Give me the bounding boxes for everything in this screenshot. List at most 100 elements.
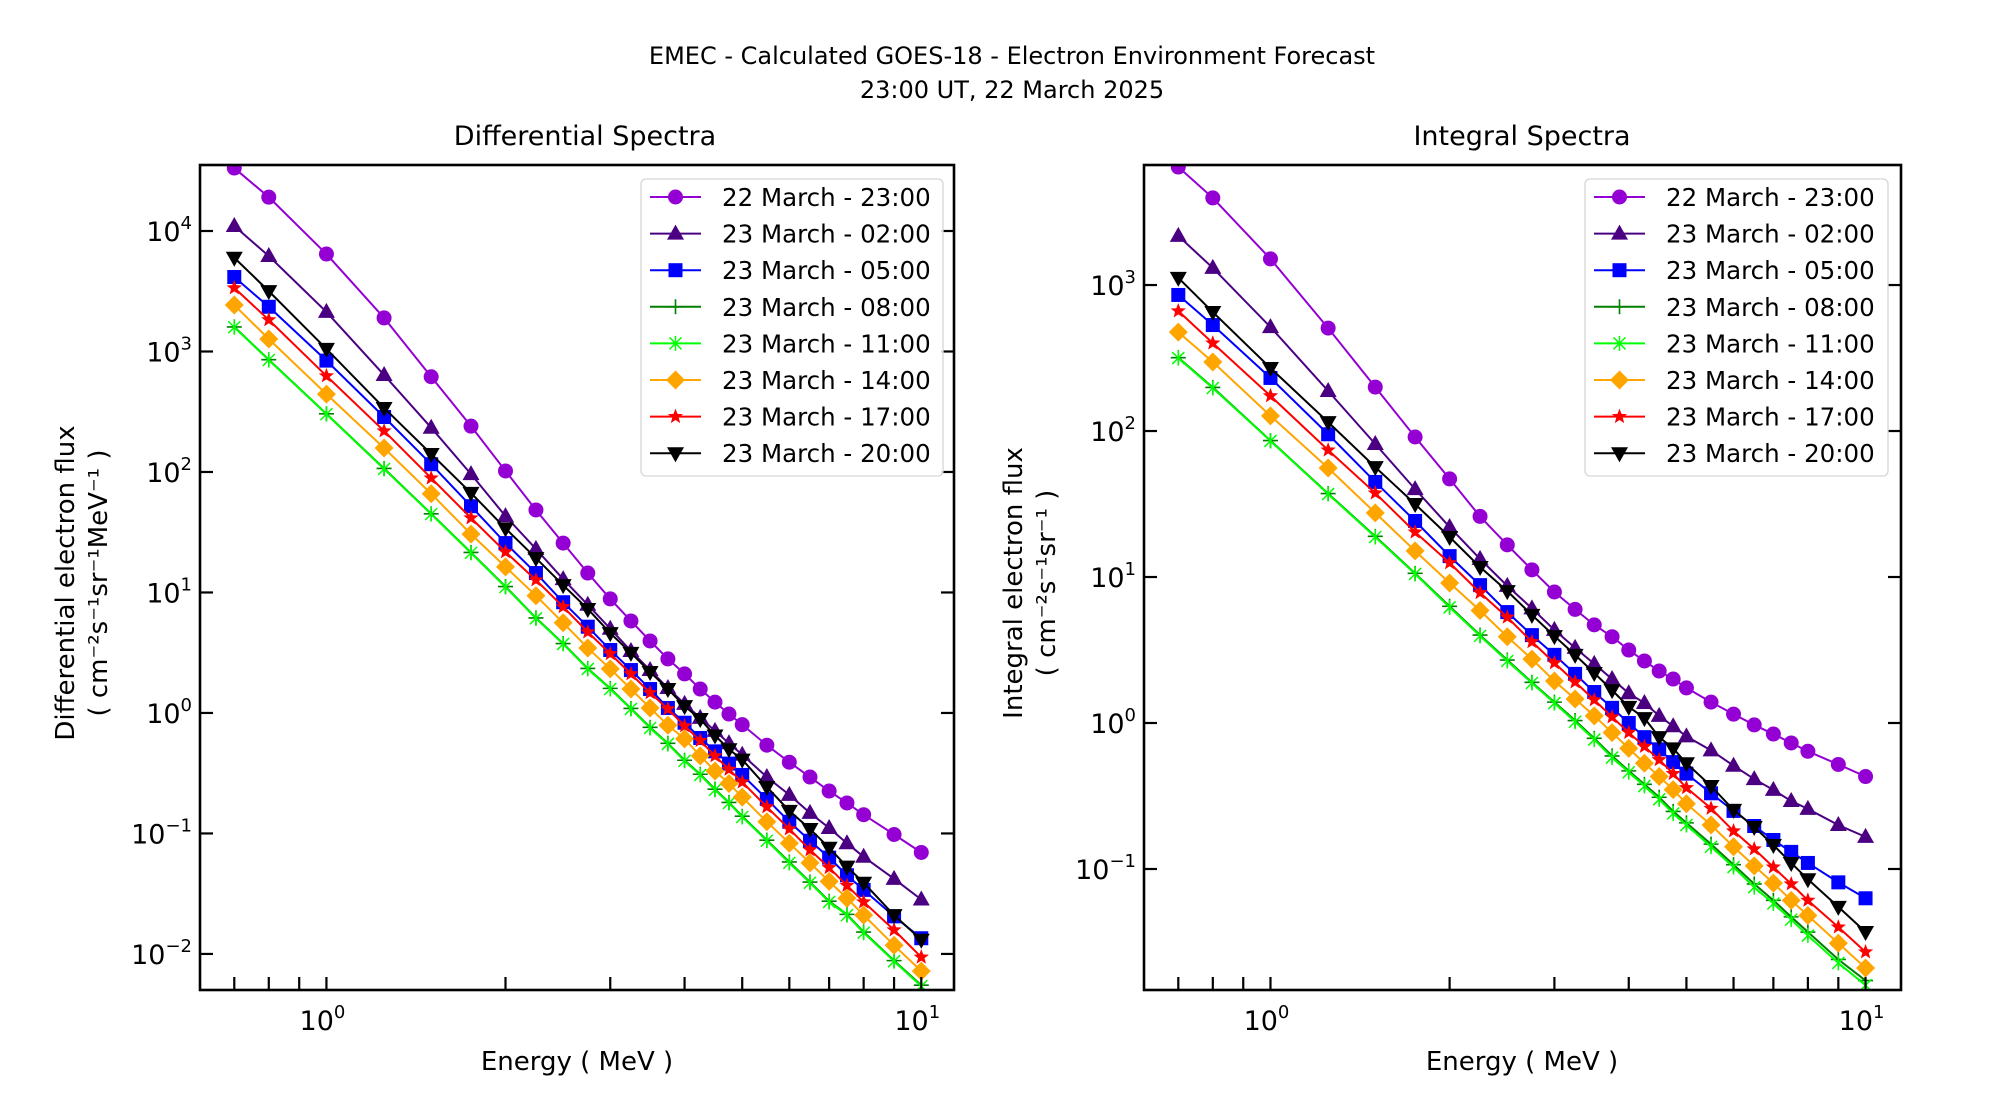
data-point-circle [1170, 165, 1186, 175]
data-point-triangle-up [225, 217, 243, 233]
data-point-circle [1586, 617, 1602, 633]
data-point-star [676, 717, 693, 733]
data-point-circle [839, 795, 855, 811]
data-point-star [1170, 302, 1186, 318]
data-point-triangle-down [579, 602, 597, 618]
data-point-triangle-down [1620, 700, 1638, 716]
data-point-triangle-up [317, 302, 335, 318]
data-point-star [623, 665, 639, 681]
data-point-triangle-down [1677, 757, 1695, 773]
data-point-circle [1262, 251, 1278, 267]
data-point-x [708, 782, 722, 798]
legend-label: 23 March - 20:00 [1666, 439, 1875, 468]
data-point-circle [463, 418, 479, 434]
data-point-diamond [224, 295, 244, 315]
legend-item-23-march-17-00: 23 March - 17:00 [650, 403, 931, 432]
legend-marker-diamond [1610, 370, 1629, 390]
integral-panel-title: Integral Spectra [1413, 121, 1630, 152]
data-point-diamond [1649, 767, 1669, 787]
legend-marker-triangle-up [667, 224, 684, 240]
data-point-circle [1636, 653, 1652, 669]
data-point-triangle-down [317, 342, 335, 358]
data-point-star [1703, 800, 1719, 815]
integral-plot-area [1168, 165, 1876, 990]
data-point-diamond [1522, 649, 1542, 669]
data-point-circle [913, 844, 929, 860]
data-point-square [1858, 891, 1873, 906]
data-point-triangle-down [1702, 780, 1720, 796]
data-point-circle [318, 246, 334, 262]
data-point-circle [1320, 320, 1336, 336]
data-point-star [692, 732, 708, 748]
differential-series-23-march-11-00 [227, 319, 928, 990]
data-point-star [802, 841, 818, 857]
data-point-square [1205, 318, 1220, 333]
data-point-x [693, 767, 707, 783]
data-point-triangle-down [733, 753, 751, 769]
differential-x-axis-label: Energy ( MeV ) [481, 1047, 673, 1077]
legend-label: 23 March - 14:00 [722, 366, 931, 395]
data-point-square [1605, 700, 1620, 715]
data-point-diamond [779, 833, 799, 853]
data-point-triangle-down [885, 909, 903, 925]
data-point-circle [497, 463, 513, 479]
data-point-x [624, 701, 638, 717]
legend-item-23-march-08-00: 23 March - 08:00 [650, 293, 931, 322]
data-point-circle [1830, 756, 1846, 772]
data-point-diamond [1701, 815, 1721, 835]
data-point-triangle-up [1857, 827, 1875, 843]
legend-marker-star [667, 408, 684, 424]
data-point-circle [1621, 642, 1637, 658]
data-point-square [1621, 716, 1636, 731]
data-point-circle [602, 591, 618, 607]
data-point-diamond [1318, 458, 1338, 478]
data-point-circle [692, 681, 708, 697]
legend-label: 23 March - 08:00 [722, 293, 931, 322]
data-point-star [1800, 892, 1816, 907]
differential-series-22-march-23-00 [226, 165, 929, 860]
data-point-triangle-down [1441, 530, 1459, 546]
legend-marker-circle [1612, 189, 1627, 205]
legend-marker-triangle-down [667, 447, 684, 463]
data-point-diamond [690, 746, 710, 766]
data-point-x [319, 406, 333, 422]
data-point-x [1637, 778, 1651, 794]
data-point-star [1262, 387, 1279, 403]
data-point-triangle-up [1702, 741, 1720, 757]
data-point-x [377, 461, 391, 477]
data-point-diamond [1676, 794, 1696, 814]
data-point-diamond [837, 888, 857, 908]
data-point-star [856, 893, 872, 909]
data-point-circle [1524, 562, 1540, 578]
data-point-star [1665, 765, 1681, 781]
data-point-triangle-up [1585, 654, 1603, 670]
data-point-star [642, 684, 658, 700]
data-point-triangle-down [1782, 856, 1800, 872]
data-point-square [424, 457, 439, 472]
data-point-triangle-up [1799, 799, 1817, 815]
integral-series-23-march-11-00 [1171, 350, 1873, 990]
data-point-square [1652, 742, 1667, 757]
data-point-triangle-down [1566, 648, 1584, 664]
legend-marker-diamond [666, 370, 685, 390]
data-point-star [376, 422, 392, 438]
data-point-square [227, 270, 242, 285]
y-tick-label: 101 [1090, 559, 1136, 594]
data-point-x [887, 953, 901, 969]
data-point-star [318, 367, 335, 383]
data-point-star [1636, 738, 1653, 753]
data-point-star [913, 949, 929, 964]
data-point-star [821, 859, 837, 875]
data-point-triangle-up [1764, 780, 1782, 796]
data-point-circle [623, 613, 639, 629]
data-point-star [1524, 633, 1540, 649]
data-point-triangle-up [758, 768, 776, 784]
data-point-diamond [884, 935, 904, 955]
data-point-triangle-down [855, 876, 873, 892]
data-point-diamond [819, 871, 839, 891]
data-point-circle [1858, 769, 1874, 785]
data-point-x [643, 720, 657, 736]
differential-y-axis-units: ( cm⁻²s⁻¹sr⁻¹MeV⁻¹ ) [84, 449, 114, 716]
data-point-triangle-down [496, 522, 514, 538]
data-point-star [839, 877, 855, 892]
